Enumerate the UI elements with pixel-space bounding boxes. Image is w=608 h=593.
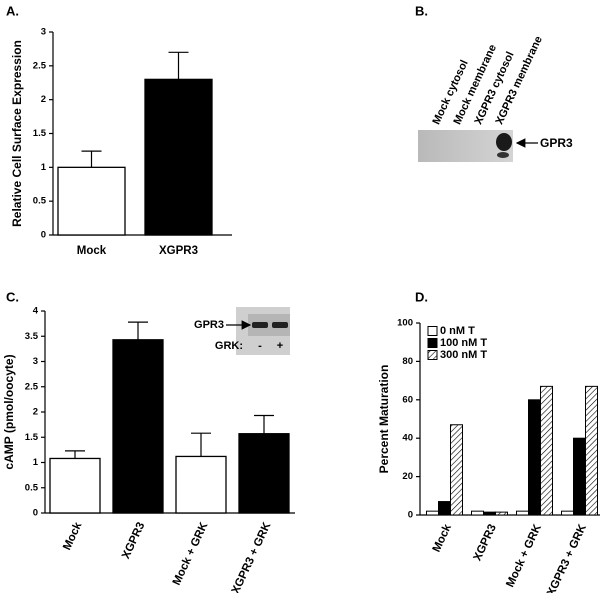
bar [516,510,529,516]
y-tick-label: 2.5 [33,60,47,71]
bar [238,433,290,514]
blot-band [496,133,512,151]
inset-lane-label: + [277,340,283,352]
y-tick-label: 0 [41,230,46,241]
y-tick-label: 4 [33,306,39,317]
inset-blot-strip [248,314,290,336]
legend-label: 300 nM T [440,349,487,361]
band-label: GPR3 [540,136,573,150]
bar [144,78,213,236]
bar [471,510,484,516]
legend-label: 0 nM T [440,325,475,337]
panel-label: B. [415,3,428,18]
y-tick-label: 40 [402,433,413,444]
y-tick-label: 0.5 [33,196,47,207]
inset-band [272,322,288,328]
inset-band [252,322,268,328]
bar [528,399,541,516]
panel-label: D. [415,289,428,304]
legend-swatch [427,338,438,348]
panel-label: C. [6,289,19,304]
panel-label: A. [6,3,19,18]
x-tick-label: XGPR3 + GRK [230,520,274,593]
bar [483,511,496,516]
y-tick-label: 2.5 [25,381,39,392]
y-tick-label: 3.5 [25,331,39,342]
y-tick-label: 0 [33,508,38,519]
y-axis-label: Percent Maturation [377,365,391,474]
bar [112,339,164,514]
y-tick-label: 20 [402,471,413,482]
y-tick-label: 2 [33,407,38,418]
x-tick-label: XGPR3 [120,520,147,560]
bar [573,437,586,516]
y-tick-label: 1 [41,162,47,173]
bar [426,510,439,516]
bar [450,424,463,516]
y-tick-label: 0 [408,510,413,521]
inset-band-label: GPR3 [194,319,224,331]
bar [49,457,101,514]
y-tick-label: 1.5 [25,432,39,443]
x-tick-label: Mock [61,520,85,552]
legend-label: 100 nM T [440,337,487,349]
x-tick-label: XGPR3 [159,245,198,257]
y-tick-label: 2 [41,94,46,105]
y-axis-label: Relative Cell Surface Expression [10,40,24,227]
bar [57,166,126,236]
inset-lane-label: - [258,340,262,352]
bar [585,385,598,516]
bar [495,511,508,516]
bar [175,455,227,514]
x-tick-label: XGPR3 [472,522,499,562]
legend-swatch [427,350,438,360]
x-tick-label: Mock + GRK [504,522,544,589]
bar [561,510,574,516]
bar [438,501,451,516]
x-tick-label: XGPR3 + GRK [545,522,589,593]
legend-swatch [427,326,438,336]
x-tick-label: Mock [431,522,455,554]
inset-row-label: GRK: [215,340,243,352]
x-tick-label: Mock + GRK [171,520,211,587]
y-tick-label: 100 [397,318,413,329]
bar [540,385,553,516]
y-tick-label: 3 [41,27,46,38]
y-tick-label: 60 [402,394,413,405]
y-tick-label: 0.5 [25,482,39,493]
blot-band [497,152,509,158]
y-axis-label: cAMP (pmol/oocyte) [2,354,16,469]
y-tick-label: 1.5 [33,128,47,139]
y-tick-label: 3 [33,356,38,367]
y-tick-label: 80 [402,356,413,367]
y-tick-label: 1 [33,457,39,468]
x-tick-label: Mock [77,245,107,257]
